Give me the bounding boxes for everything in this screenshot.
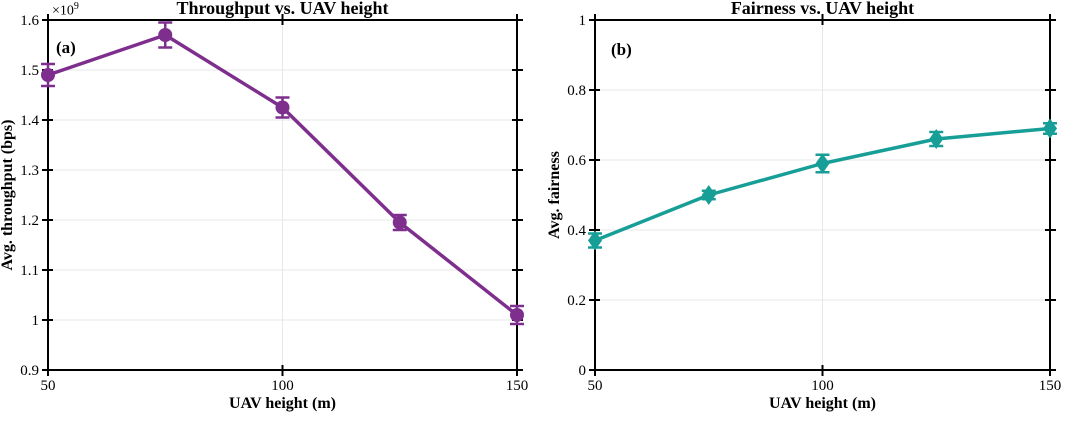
y-tick-label: 1.1	[20, 263, 39, 279]
data-point-markers	[41, 28, 524, 322]
data-point-marker	[392, 215, 407, 230]
grid-lines	[48, 20, 517, 370]
data-point-marker	[41, 68, 55, 82]
y-tick-label: 1.6	[20, 13, 39, 29]
y-tick-label: 0.6	[567, 153, 586, 169]
right-x-axis-label: UAV height (m)	[769, 395, 876, 412]
left-y-exponent: ×109	[52, 1, 79, 20]
y-tick-label: 1.3	[20, 163, 39, 179]
x-tick-label: 50	[41, 378, 56, 394]
data-point-marker	[929, 129, 944, 149]
data-point-marker	[275, 100, 290, 115]
grid-lines	[595, 20, 1050, 370]
data-point-marker	[701, 185, 716, 205]
left-y-exponent-base: ×10	[52, 3, 74, 19]
x-tick-label: 150	[1039, 378, 1062, 394]
x-tick-label: 100	[271, 378, 294, 394]
data-point-marker	[588, 230, 602, 251]
left-y-exponent-power: 9	[73, 1, 79, 12]
chart-a: 50 100 150 0.9 1 1.1 1.2 1.3 1.4 1.5 1.6	[20, 13, 528, 394]
right-chart-title: Fairness vs. UAV height	[730, 0, 915, 18]
data-point-marker	[1043, 118, 1057, 139]
left-y-axis-label: Avg. throughput (bps)	[0, 119, 16, 271]
y-tick-label: 1	[32, 313, 40, 329]
y-tick-label: 0.8	[567, 83, 586, 99]
x-tick-label: 150	[506, 378, 529, 394]
left-panel-letter: (a)	[56, 38, 76, 57]
data-point-marker	[158, 28, 173, 42]
x-tick-label: 50	[588, 378, 603, 394]
y-tick-label: 1.4	[20, 113, 39, 129]
y-tick-label: 1.2	[20, 213, 39, 229]
data-point-marker	[510, 308, 524, 322]
y-tick-label: 0	[579, 363, 587, 379]
right-panel-letter: (b)	[611, 40, 632, 59]
data-point-marker	[815, 153, 830, 174]
y-tick-label: 0.9	[20, 363, 39, 379]
y-tick-label: 0.2	[567, 293, 586, 309]
y-tick-label: 1	[579, 13, 587, 29]
tick-labels: 50 100 150 0.9 1 1.1 1.2 1.3 1.4 1.5 1.6	[20, 13, 528, 394]
tick-labels: 50 100 150 0 0.2 0.4 0.6 0.8 1	[567, 13, 1061, 394]
tick-marks	[589, 14, 1056, 376]
y-tick-label: 0.4	[567, 223, 586, 239]
x-tick-label: 100	[811, 378, 834, 394]
right-y-axis-label: Avg. fairness	[546, 151, 563, 239]
data-point-markers	[588, 118, 1057, 251]
y-tick-label: 1.5	[20, 63, 39, 79]
chart-b: 50 100 150 0 0.2 0.4 0.6 0.8 1	[567, 13, 1061, 394]
left-x-axis-label: UAV height (m)	[229, 395, 336, 412]
left-chart-title: Throughput vs. UAV height	[176, 0, 389, 18]
